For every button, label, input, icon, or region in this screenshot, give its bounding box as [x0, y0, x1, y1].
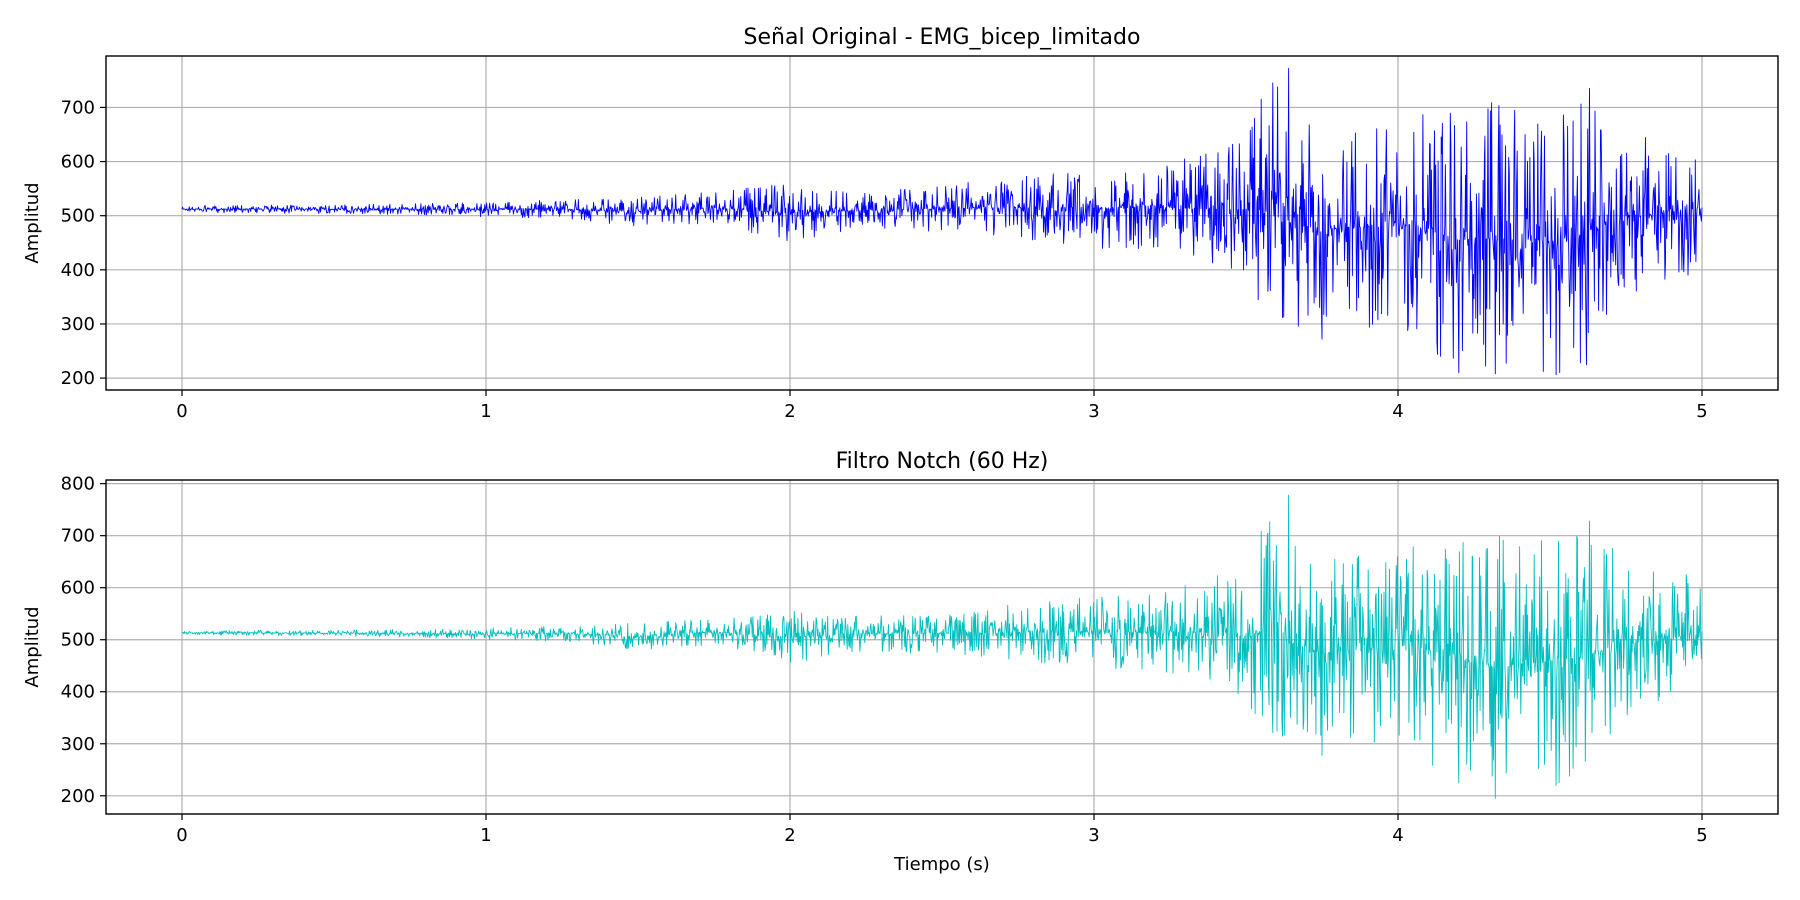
y-tick-label: 300: [61, 314, 95, 335]
x-tick-label: 0: [176, 401, 187, 422]
y-tick-label: 500: [61, 206, 95, 227]
y-tick-label: 400: [61, 260, 95, 281]
x-tick-label: 4: [1392, 401, 1403, 422]
x-tick-label: 4: [1392, 825, 1403, 846]
x-tick-label: 3: [1088, 825, 1099, 846]
y-tick-label: 400: [61, 682, 95, 703]
y-axis-label: Amplitud: [22, 182, 43, 263]
y-tick-label: 200: [61, 786, 95, 807]
y-tick-label: 800: [61, 474, 95, 495]
x-tick-label: 1: [480, 825, 491, 846]
y-tick-label: 300: [61, 734, 95, 755]
x-tick-label: 2: [784, 401, 795, 422]
chart-title: Señal Original - EMG_bicep_limitado: [744, 25, 1141, 50]
x-tick-label: 1: [480, 401, 491, 422]
x-tick-label: 2: [784, 825, 795, 846]
y-tick-label: 600: [61, 578, 95, 599]
panel-original-signal: 0 1 2 3 4 5 200 300 400 500 600 700 Señal Original -…: [22, 25, 1779, 422]
x-tick-label: 5: [1696, 825, 1707, 846]
x-tick-label: 3: [1088, 401, 1099, 422]
panel-notch-filter: 0 1 2 3 4 5 200 300 400 500 600 700 800 Filtro Notch …: [22, 449, 1779, 875]
y-axis-label: Amplitud: [22, 606, 43, 687]
plot-frame: [105, 55, 1779, 391]
y-tick-label: 200: [61, 368, 95, 389]
chart-title: Filtro Notch (60 Hz): [836, 449, 1049, 474]
y-tick-label: 700: [61, 526, 95, 547]
signal-line: [181, 494, 1703, 799]
plot-frame: [105, 479, 1779, 815]
y-tick-label: 600: [61, 152, 95, 173]
x-tick-label: 5: [1696, 401, 1707, 422]
x-tick-label: 0: [176, 825, 187, 846]
y-tick-label: 500: [61, 630, 95, 651]
x-axis-label: Tiempo (s): [893, 854, 990, 875]
signal-line: [181, 68, 1703, 376]
y-tick-label: 700: [61, 97, 95, 118]
